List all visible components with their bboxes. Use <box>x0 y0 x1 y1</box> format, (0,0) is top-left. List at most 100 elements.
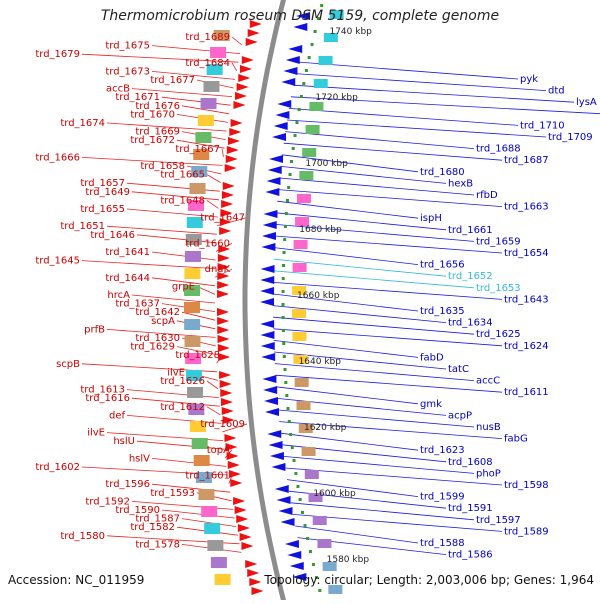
tick-dot <box>290 446 294 449</box>
scale-tick-label: 1720 kbp <box>315 93 358 103</box>
forward-gene-arrow <box>238 74 251 82</box>
tick-dot <box>310 43 314 46</box>
left-connector-line <box>231 62 238 72</box>
forward-gene-arrow <box>245 560 258 568</box>
tick-dot <box>303 524 307 527</box>
left-gene-label: dnaK <box>205 264 231 275</box>
left-gene-label: trd_1646 <box>90 230 135 241</box>
reverse-gene-arrow <box>260 276 275 284</box>
left-gene-label: trd_1602 <box>35 462 80 473</box>
tick-dot <box>281 329 285 332</box>
right-connector-line <box>280 166 447 184</box>
forward-gene-arrow <box>217 263 230 271</box>
right-connector-line <box>285 467 503 486</box>
gene-category-block <box>318 56 333 65</box>
right-connector-line <box>273 328 503 347</box>
right-gene-label: trd_1643 <box>504 294 549 305</box>
right-gene-label: fabD <box>420 352 444 363</box>
tick-dot <box>292 459 296 462</box>
right-gene-label: trd_1634 <box>448 318 493 329</box>
gene-category-block <box>184 336 201 347</box>
left-gene-label: trd_1658 <box>140 161 185 172</box>
tick-dot <box>291 147 295 150</box>
scale-tick-label: 1660 kbp <box>297 291 340 301</box>
left-connector-line <box>206 174 221 183</box>
backbone-ring <box>242 0 288 604</box>
right-connector-line <box>290 502 475 521</box>
gene-category-block <box>296 194 311 203</box>
tick-dot <box>316 17 320 20</box>
right-gene-label: trd_1710 <box>520 120 565 131</box>
reverse-gene-arrow <box>273 122 288 130</box>
left-connector-line <box>131 397 220 407</box>
reverse-gene-arrow <box>260 342 275 350</box>
left-gene-label: trd_1626 <box>160 376 205 387</box>
gene-category-block <box>302 148 317 157</box>
forward-gene-arrow <box>251 587 264 595</box>
right-gene-label-highlighted: trd_1653 <box>476 283 521 294</box>
left-gene-label: trd_1593 <box>150 488 195 499</box>
forward-gene-arrow <box>249 20 262 28</box>
reverse-gene-arrow <box>296 12 311 20</box>
tick-dot <box>308 550 312 553</box>
right-connector-line <box>275 374 503 393</box>
left-gene-label: trd_1613 <box>80 385 125 396</box>
forward-gene-arrow <box>217 272 230 280</box>
right-gene-label: pyk <box>520 74 538 85</box>
forward-gene-arrow <box>222 182 235 190</box>
right-gene-label: trd_1656 <box>420 260 465 271</box>
forward-gene-arrow <box>226 452 239 460</box>
forward-gene-arrow <box>236 515 249 523</box>
right-gene-label: trd_1654 <box>504 248 549 259</box>
left-connector-line <box>131 294 216 304</box>
gene-category-block <box>301 447 316 456</box>
left-gene-label: trd_1672 <box>130 135 175 146</box>
scale-tick-label: 1620 kbp <box>304 423 347 433</box>
left-connector-line <box>81 157 223 166</box>
scale-tick-label: 1640 kbp <box>299 357 342 367</box>
gene-category-block <box>295 217 310 226</box>
right-connector-line <box>286 479 419 497</box>
left-connector-line <box>81 53 239 63</box>
right-gene-label: trd_1586 <box>448 550 493 561</box>
reverse-gene-arrow <box>260 331 275 339</box>
right-connector-line <box>272 293 419 312</box>
right-gene-label: dtd <box>548 86 565 97</box>
tick-dot <box>285 394 289 397</box>
tick-dot <box>281 303 285 306</box>
gene-category-block <box>296 401 311 410</box>
tick-dot <box>282 264 286 267</box>
forward-gene-arrow <box>225 443 238 451</box>
reverse-gene-arrow <box>283 67 298 75</box>
left-connector-line <box>206 406 221 416</box>
right-gene-label: trd_1589 <box>504 526 549 537</box>
tick-dot <box>320 4 324 7</box>
gene-category-block <box>184 285 201 296</box>
right-connector-line <box>280 432 419 451</box>
tick-dot <box>299 95 303 98</box>
left-connector-line <box>136 234 217 244</box>
left-connector-line <box>176 346 217 355</box>
scale-tick-label: 1580 kbp <box>327 555 370 565</box>
reverse-gene-arrow <box>262 221 277 229</box>
left-gene-label: trd_1674 <box>60 118 105 129</box>
right-connector-line <box>275 224 475 242</box>
gene-category-block <box>292 332 307 341</box>
gene-category-block <box>299 171 314 180</box>
gene-category-block <box>293 240 308 249</box>
right-connector-line <box>288 108 519 126</box>
reverse-gene-arrow <box>275 111 290 119</box>
left-gene-label: trd_1677 <box>150 75 195 86</box>
tick-dot <box>293 134 297 137</box>
left-gene-label: trd_1630 <box>135 333 180 344</box>
gene-category-block <box>184 319 201 330</box>
right-connector-line <box>293 84 575 103</box>
right-gene-label: rfbD <box>476 190 498 201</box>
topology-text: Topology: circular; Length: 2,003,006 bp… <box>264 573 594 587</box>
forward-gene-arrow <box>225 155 238 163</box>
right-gene-label: acpP <box>448 410 472 421</box>
gene-category-block <box>204 523 221 534</box>
right-connector-line <box>285 131 475 149</box>
left-connector-line <box>206 200 219 209</box>
right-connector-line <box>274 363 475 381</box>
